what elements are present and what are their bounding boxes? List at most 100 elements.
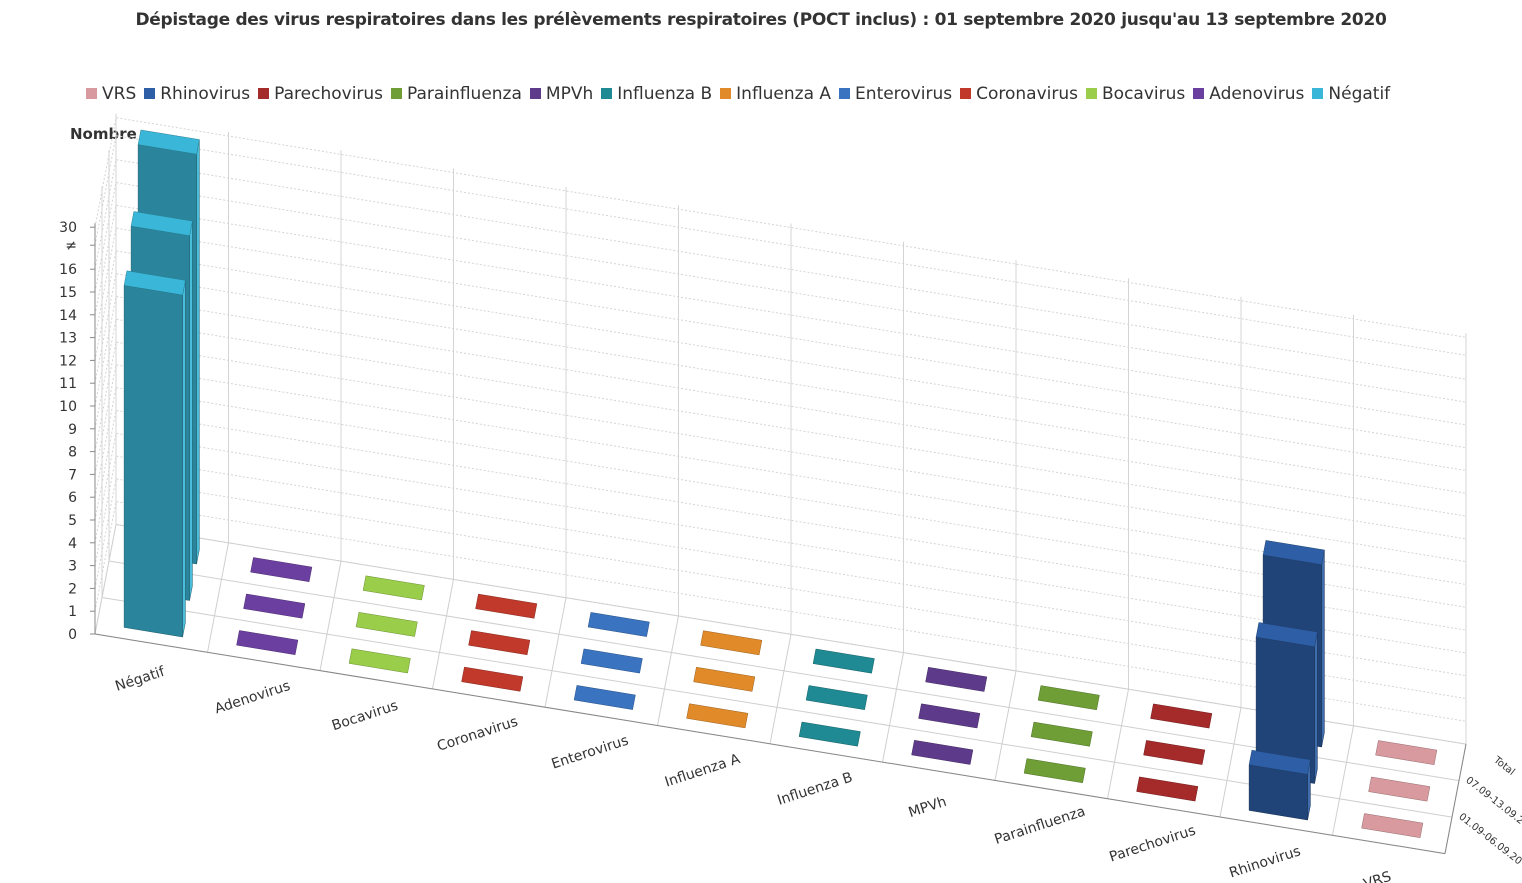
floor-gridline (1332, 725, 1354, 836)
legend-label: Parechovirus (274, 84, 384, 104)
bar-top-face (468, 630, 531, 656)
bar-top-face (1136, 776, 1199, 802)
y-tick-label: 0 (68, 627, 77, 643)
bar-adenovirus (250, 557, 313, 582)
bar-top-face (1023, 758, 1086, 784)
bar-top-face (1037, 685, 1100, 711)
bar-top-face (587, 612, 650, 637)
legend-item: VRS (86, 84, 136, 104)
legend-label: Rhinovirus (160, 84, 251, 104)
legend-label: Coronavirus (976, 84, 1078, 104)
x-tick-label: Parainfluenza (993, 804, 1088, 848)
x-tick-label: Influenza B (775, 769, 854, 808)
y-tick-label: 5 (68, 513, 77, 529)
floor-gridline (769, 634, 792, 744)
gridline (94, 364, 1467, 585)
legend-label: Enterovirus (855, 84, 953, 104)
bar-parechovirus (1150, 703, 1213, 729)
bar-rhinovirus (1248, 749, 1311, 821)
x-axis-labels: Négatif Adenovirus Bocavirus Coronavirus Ent… (113, 664, 1393, 883)
floor-gridline (101, 597, 1453, 818)
gridline (94, 159, 1467, 380)
bar-front-face (123, 285, 183, 638)
x-tick-label: Enterovirus (550, 733, 631, 773)
floor-gridline (207, 542, 229, 653)
legend-label: Bocavirus (1102, 84, 1186, 104)
bar-top-face (805, 685, 868, 710)
y-tick-label: 14 (59, 308, 77, 324)
bar-coronavirus (461, 666, 524, 692)
bar-side-face (189, 221, 193, 601)
gridline (94, 273, 1467, 494)
bar-influenza-a (700, 630, 763, 656)
bar-parechovirus (1136, 776, 1199, 802)
x-tick-label: Coronavirus (435, 714, 520, 755)
x-tick-label: Négatif (113, 664, 167, 695)
x-tick-label: Rhinovirus (1227, 843, 1302, 881)
floor-gridline (1219, 707, 1242, 818)
bar-side-face (1314, 632, 1318, 784)
floor-gridline (94, 524, 117, 635)
floor-gridline (882, 652, 904, 763)
bar-top-face (362, 575, 425, 601)
legend-label: Parainfluenza (407, 84, 522, 104)
floor-gridline (544, 597, 567, 708)
bar-top-face (250, 557, 313, 582)
bar-top-face (1248, 749, 1311, 775)
bar-top-face (475, 593, 538, 619)
bar-top-face (580, 648, 643, 674)
bar-top-face (1361, 813, 1424, 838)
bar-influenza-b (798, 721, 861, 747)
bar-coronavirus (468, 630, 531, 656)
y-tick-label: 15 (59, 285, 77, 301)
legend-swatch (601, 88, 613, 99)
floor-gridline (319, 561, 342, 671)
bar-mpvh (918, 703, 981, 729)
gridline (94, 135, 1467, 356)
bar-top-face (137, 129, 200, 155)
bar-influenza-b (805, 685, 868, 710)
bar-top-face (1150, 703, 1213, 729)
bar-influenza-a (693, 666, 756, 692)
gridline (94, 181, 1467, 403)
bar-top-face (1255, 622, 1318, 647)
bar-top-face (693, 666, 756, 692)
legend-item: Enterovirus (839, 84, 952, 104)
floor-gridline (432, 579, 454, 689)
bar-side-face (196, 139, 200, 565)
legend-swatch (258, 88, 270, 99)
bar-coronavirus (475, 593, 538, 619)
x-axis-line (94, 633, 1446, 855)
bar-top-face (700, 630, 763, 656)
bar-top-face (1143, 740, 1206, 765)
legend-swatch (144, 88, 156, 99)
legend-label: Influenza A (736, 84, 832, 104)
bar-influenza-a (686, 703, 749, 729)
y-tick-label: 2 (68, 581, 77, 597)
legend-item: MPVh (529, 84, 594, 104)
floor-gridline (108, 560, 1460, 782)
depth-tick-label: Total (1491, 754, 1517, 778)
legend-swatch (960, 88, 972, 99)
chart-bars (123, 129, 1438, 838)
gridline (94, 409, 1467, 631)
bar-top-face (911, 740, 974, 765)
legend-swatch (529, 88, 541, 99)
bar-top-face (925, 667, 988, 692)
legend-label: Négatif (1328, 84, 1391, 104)
y-tick-label: 3 (68, 559, 77, 575)
legend-item: Bocavirus (1086, 84, 1185, 104)
x-tick-label: Bocavirus (330, 698, 400, 734)
bar-vrs (1361, 813, 1424, 838)
y-tick-label: 9 (68, 422, 77, 438)
x-tick-label: Influenza A (663, 751, 743, 790)
legend-item: Influenza A (720, 84, 831, 104)
bar-enterovirus (587, 612, 650, 637)
bar-top-face (918, 703, 981, 729)
bar-parechovirus (1143, 740, 1206, 765)
legend-label: MPVh (545, 84, 594, 104)
legend-item: Influenza B (601, 84, 712, 104)
